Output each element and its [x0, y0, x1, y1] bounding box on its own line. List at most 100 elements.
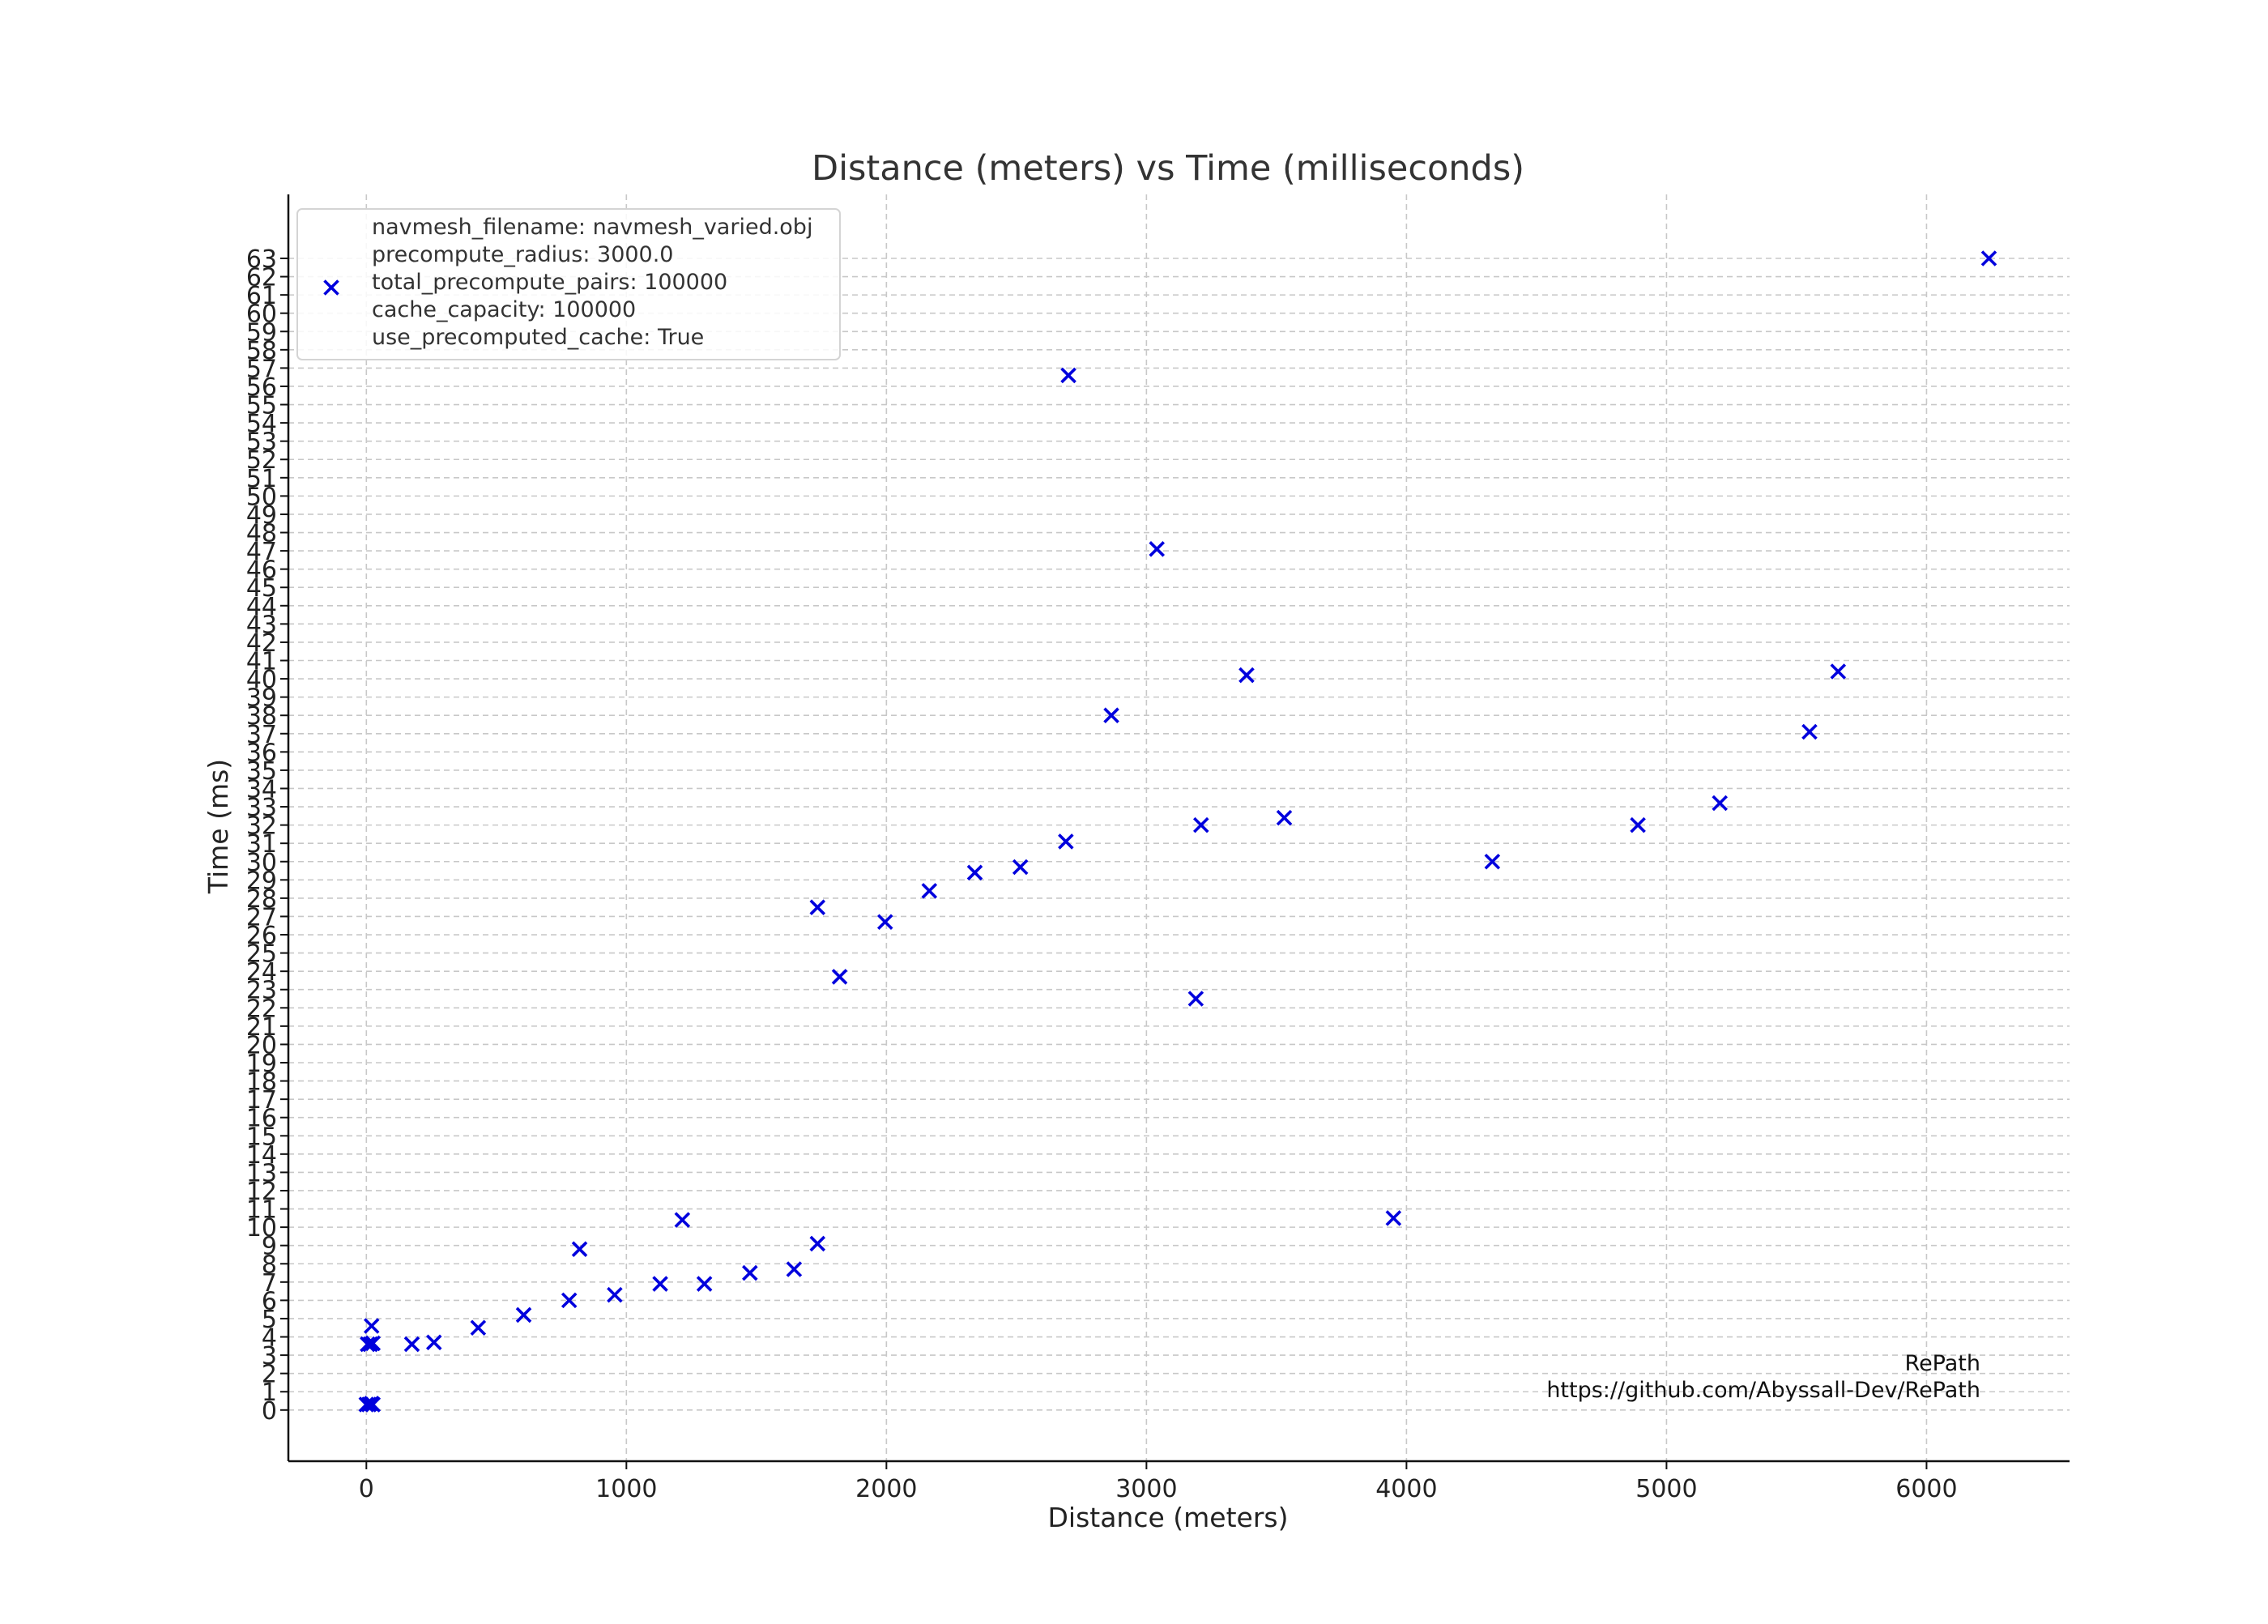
marker-stroke [425, 1334, 442, 1351]
data-point [966, 864, 983, 881]
data-point [786, 1261, 803, 1277]
y-tick-label: 56 [246, 373, 277, 402]
marker-stroke [809, 1235, 826, 1252]
legend-box [296, 208, 841, 360]
marker-stroke [607, 1286, 623, 1303]
marker-stroke [966, 864, 983, 881]
marker-stroke [1058, 833, 1074, 850]
marker-stroke [561, 1292, 578, 1309]
y-tick-label: 49 [246, 501, 277, 530]
marker-stroke [674, 1212, 691, 1228]
y-axis-title: Time (ms) [202, 759, 234, 894]
marker-stroke [652, 1276, 668, 1292]
y-tick-label: 7 [262, 1269, 277, 1298]
y-tick-label: 60 [246, 301, 277, 329]
data-point [363, 1318, 380, 1334]
y-tick-label: 29 [246, 867, 277, 895]
marker-stroke [1830, 663, 1847, 680]
credit-github-url: https://github.com/Abyssall-Dev/RePath [1546, 1378, 1980, 1403]
x-tick-label: 2000 [855, 1475, 917, 1503]
data-point [571, 1241, 588, 1257]
y-tick-label: 19 [246, 1050, 277, 1078]
data-point [425, 1334, 442, 1351]
y-tick-label: 54 [246, 410, 277, 438]
data-point [470, 1319, 487, 1336]
y-tick-label: 34 [246, 775, 277, 803]
data-point [1630, 816, 1646, 833]
y-tick-label: 53 [246, 428, 277, 457]
y-tick-label: 61 [246, 282, 277, 310]
marker-stroke [571, 1241, 588, 1257]
y-tick-label: 3 [262, 1342, 277, 1370]
y-tick-label: 37 [246, 721, 277, 749]
marker-stroke [1385, 1210, 1402, 1226]
marker-stroke [1103, 707, 1119, 723]
y-tick-label: 52 [246, 446, 277, 475]
marker-stroke [809, 899, 826, 915]
data-point [1193, 816, 1209, 833]
data-point [674, 1212, 691, 1228]
axes [280, 194, 2070, 1469]
marker-stroke [1187, 991, 1204, 1007]
marker-stroke [742, 1264, 758, 1281]
data-point [1801, 723, 1818, 740]
data-point [561, 1292, 578, 1309]
data-point [696, 1276, 713, 1292]
data-point [364, 1335, 382, 1352]
y-tick-label: 46 [246, 556, 277, 585]
data-point [1187, 991, 1204, 1007]
x-tick-label: 5000 [1635, 1475, 1697, 1503]
chart-title: Distance (meters) vs Time (milliseconds) [812, 148, 1524, 189]
y-tick-label: 18 [246, 1068, 277, 1097]
y-tick-label: 36 [246, 739, 277, 767]
y-tick-label: 25 [246, 940, 277, 969]
y-tick-label: 59 [246, 318, 277, 347]
data-point [1276, 809, 1293, 826]
marker-stroke [1012, 859, 1029, 876]
tick-labels: 0 1000 2000 3000 4000 5000 6000012345678910111… [246, 245, 1958, 1503]
y-tick-label: 50 [246, 483, 277, 511]
y-tick-label: 23 [246, 977, 277, 1005]
y-tick-label: 57 [246, 355, 277, 383]
x-tick-label: 3000 [1115, 1475, 1177, 1503]
data-point [1058, 833, 1074, 850]
grid-lines [288, 194, 2070, 1461]
y-tick-label: 15 [246, 1123, 277, 1151]
y-tick-label: 6 [262, 1287, 277, 1315]
data-point [364, 1396, 382, 1413]
y-tick-label: 48 [246, 520, 277, 548]
data-point [1385, 1210, 1402, 1226]
y-tick-label: 28 [246, 885, 277, 914]
data-point [1238, 667, 1255, 684]
data-point [1060, 367, 1076, 384]
marker-stroke [1193, 816, 1209, 833]
y-tick-label: 8 [262, 1251, 277, 1279]
y-tick-label: 1 [262, 1379, 277, 1407]
legend-line-total-precompute-pairs: total_precompute_pairs: 100000 [372, 270, 727, 295]
y-tick-label: 62 [246, 264, 277, 292]
marker-stroke [696, 1276, 713, 1292]
y-tick-label: 33 [246, 794, 277, 822]
marker-stroke [1276, 809, 1293, 826]
y-tick-label: 17 [246, 1086, 277, 1115]
y-tick-label: 63 [246, 245, 277, 274]
y-tick-label: 13 [246, 1159, 277, 1187]
marker-stroke [360, 1336, 376, 1353]
data-points [358, 250, 1997, 1413]
y-tick-label: 38 [246, 702, 277, 731]
marker-stroke [1630, 816, 1646, 833]
legend: navmesh_filename: navmesh_varied.obj pre… [296, 208, 841, 360]
data-point [742, 1264, 758, 1281]
y-tick-label: 0 [262, 1397, 277, 1426]
marker-stroke [470, 1319, 487, 1336]
data-point [358, 1396, 375, 1413]
marker-stroke [403, 1336, 420, 1353]
y-tick-label: 32 [246, 812, 277, 841]
marker-stroke [323, 279, 339, 296]
y-tick-label: 20 [246, 1031, 277, 1059]
y-tick-label: 10 [246, 1214, 277, 1243]
y-tick-label: 14 [246, 1141, 277, 1170]
y-tick-label: 27 [246, 903, 277, 931]
data-point [1149, 541, 1165, 557]
